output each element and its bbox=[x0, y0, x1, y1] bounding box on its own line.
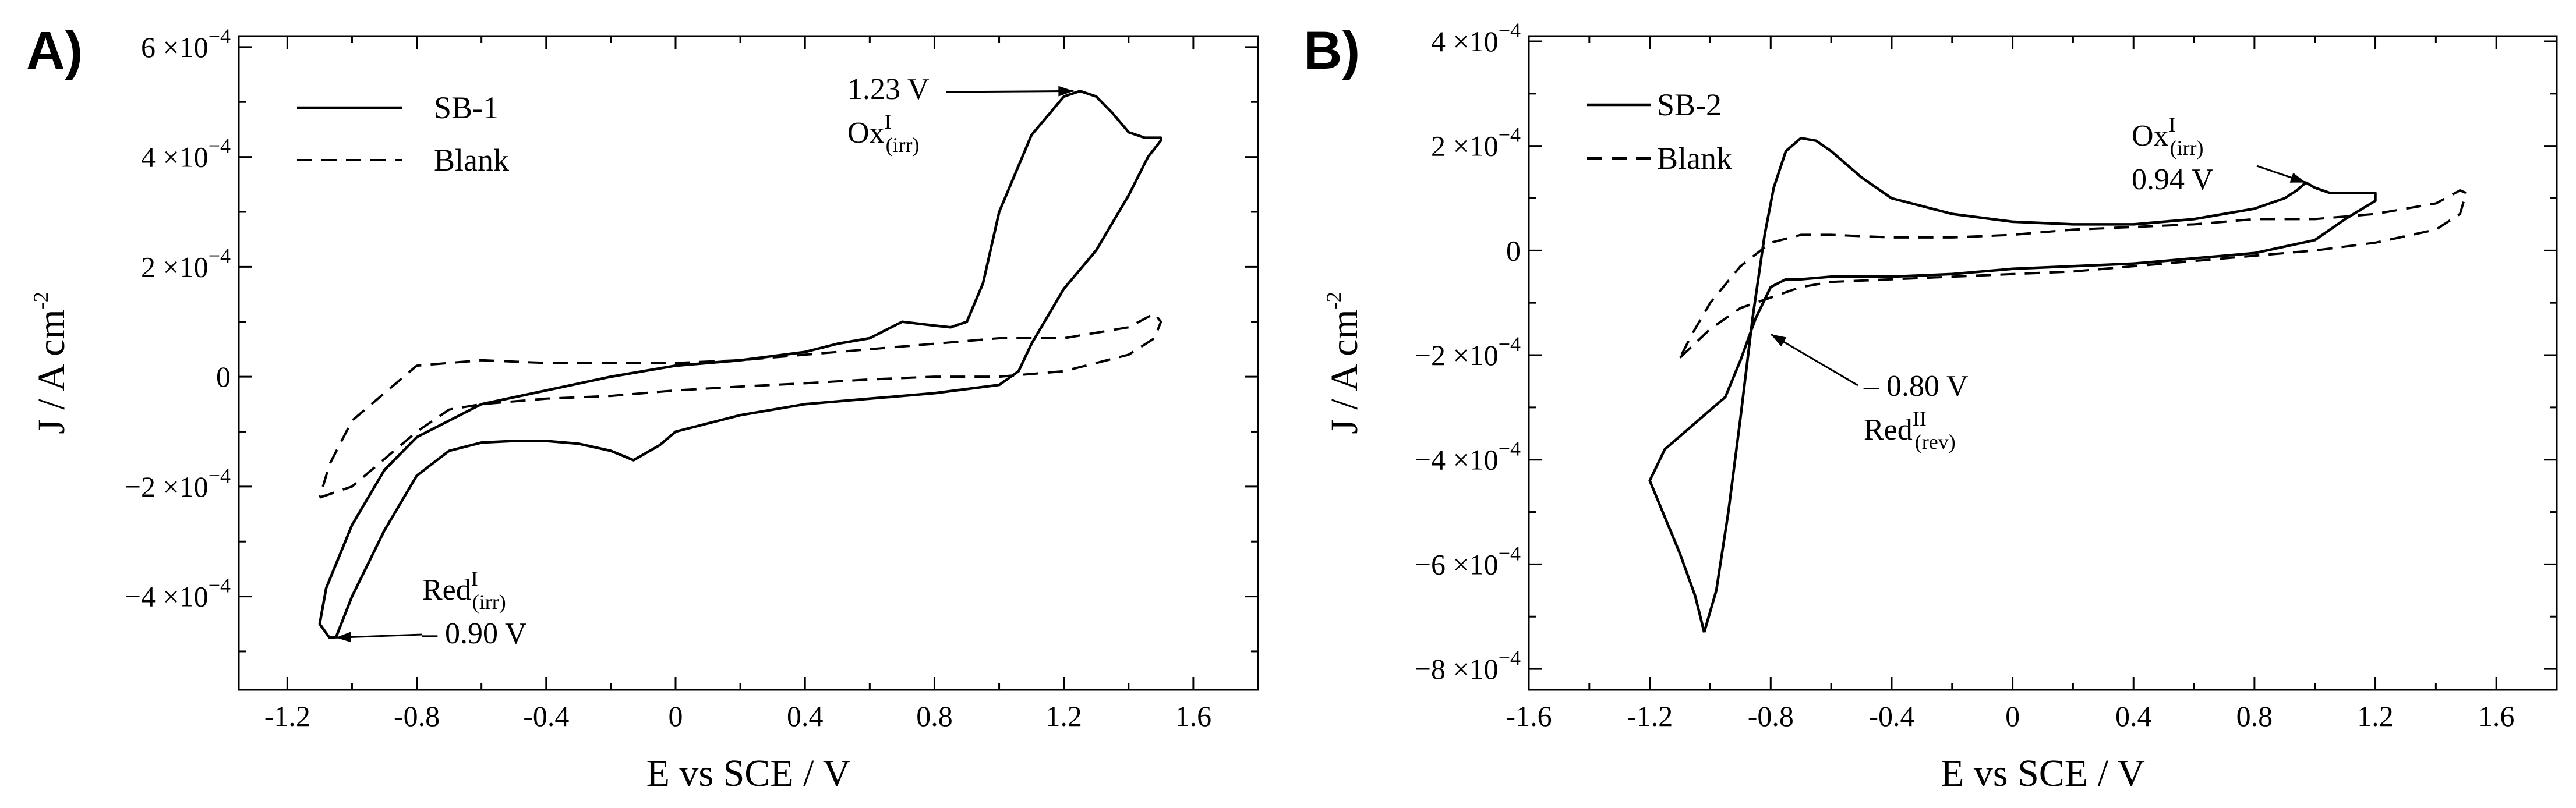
annotation-label: RedII (rev) bbox=[1864, 407, 1956, 453]
y-tick-label: 0 bbox=[216, 360, 231, 393]
x-tick-label: -0.8 bbox=[394, 700, 440, 732]
annotation-value: – 0.80 V bbox=[1863, 370, 1969, 403]
x-tick-label: 1.2 bbox=[1045, 700, 1082, 732]
x-tick-label: 0.4 bbox=[787, 700, 824, 732]
y-tick-label: −2 ×10−4 bbox=[1415, 332, 1521, 371]
y-tick-label: −4 ×10−4 bbox=[125, 574, 231, 613]
legend: SB-2 Blank bbox=[1587, 87, 1732, 176]
y-tick-label: −8 ×10−4 bbox=[1415, 646, 1521, 685]
x-tick-label: 1.2 bbox=[2357, 700, 2394, 732]
annotation-arrowhead bbox=[1058, 86, 1074, 97]
peak-annotation: 1.23 V OxI (irr) bbox=[847, 73, 1074, 157]
y-tick-label: −4 ×10−4 bbox=[1415, 437, 1521, 476]
peak-annotation: – 0.80 V RedII (rev) bbox=[1770, 333, 1969, 453]
panel-a: A) -1.2 -0.8 -0.4 0 0.4 0.8 1.2 1.6 −4 ×10−4 −2 ×1… bbox=[26, 21, 1259, 795]
x-tick-label: 0 bbox=[2005, 700, 2020, 732]
panel-b: B) -1.6 -1.2 -0.8 -0.4 0 0.4 0.8 1.2 1.6 −8 ×10−4 −… bbox=[1303, 19, 2558, 795]
legend-label: SB-1 bbox=[434, 90, 499, 125]
x-tick-label: 0.8 bbox=[916, 700, 953, 732]
panel-label: A) bbox=[26, 21, 83, 80]
legend: SB-1 Blank bbox=[297, 90, 509, 178]
annotation-value: 0.94 V bbox=[2132, 163, 2214, 196]
y-tick-label: 2 ×10−4 bbox=[141, 244, 231, 283]
x-tick-label: 0.4 bbox=[2115, 700, 2152, 732]
annotation-value: 1.23 V bbox=[847, 73, 930, 106]
y-tick-label: 6 ×10−4 bbox=[141, 24, 231, 63]
annotation-arrow-line bbox=[946, 90, 1074, 93]
y-tick-label: 4 ×10−4 bbox=[1431, 19, 1521, 58]
annotation-label: OxI (irr) bbox=[2132, 113, 2204, 160]
series-sb-1-line bbox=[318, 90, 1162, 639]
legend-label: Blank bbox=[1657, 141, 1732, 176]
y-tick-label: 0 bbox=[1506, 234, 1521, 267]
y-axis-label: J / A cm-2 bbox=[29, 292, 73, 434]
plot-frame bbox=[238, 35, 1259, 691]
series-blank-line bbox=[1679, 189, 2468, 359]
annotation-arrow-line bbox=[1770, 333, 1858, 387]
annotation-label: RedI (irr) bbox=[422, 567, 506, 614]
y-tick-label: 4 ×10−4 bbox=[141, 134, 231, 173]
plot-frame bbox=[1528, 35, 2558, 691]
series-sb-2-line bbox=[1648, 136, 2377, 633]
x-tick-label: 1.6 bbox=[2478, 700, 2515, 732]
legend-label: Blank bbox=[434, 143, 509, 178]
panel-label: B) bbox=[1303, 21, 1360, 80]
annotation-value: – 0.90 V bbox=[422, 617, 527, 650]
x-tick-label: -1.2 bbox=[1627, 700, 1673, 732]
annotation-arrowhead bbox=[2289, 172, 2306, 183]
x-tick-label: -1.2 bbox=[264, 700, 310, 732]
x-tick-label: 0 bbox=[669, 700, 683, 732]
x-axis-label: E vs SCE / V bbox=[646, 752, 851, 795]
x-tick-label: -0.4 bbox=[523, 700, 569, 732]
y-axis-label: J / A cm-2 bbox=[1322, 292, 1366, 434]
y-tick-label: 2 ×10−4 bbox=[1431, 123, 1521, 162]
x-axis-label: E vs SCE / V bbox=[1941, 752, 2145, 795]
x-tick-label: -0.8 bbox=[1748, 700, 1794, 732]
x-tick-label: 0.8 bbox=[2236, 700, 2273, 732]
annotation-arrowhead bbox=[335, 632, 351, 643]
x-tick-label: -1.6 bbox=[1506, 700, 1552, 732]
series-blank-line bbox=[318, 312, 1162, 499]
annotation-arrowhead bbox=[1771, 334, 1787, 346]
y-tick-label: −2 ×10−4 bbox=[125, 464, 231, 503]
x-tick-label: 1.6 bbox=[1175, 700, 1212, 732]
legend-label: SB-2 bbox=[1657, 87, 1722, 122]
x-tick-label: -0.4 bbox=[1868, 700, 1914, 732]
y-tick-label: −6 ×10−4 bbox=[1415, 541, 1521, 580]
annotation-label: OxI (irr) bbox=[847, 110, 920, 157]
